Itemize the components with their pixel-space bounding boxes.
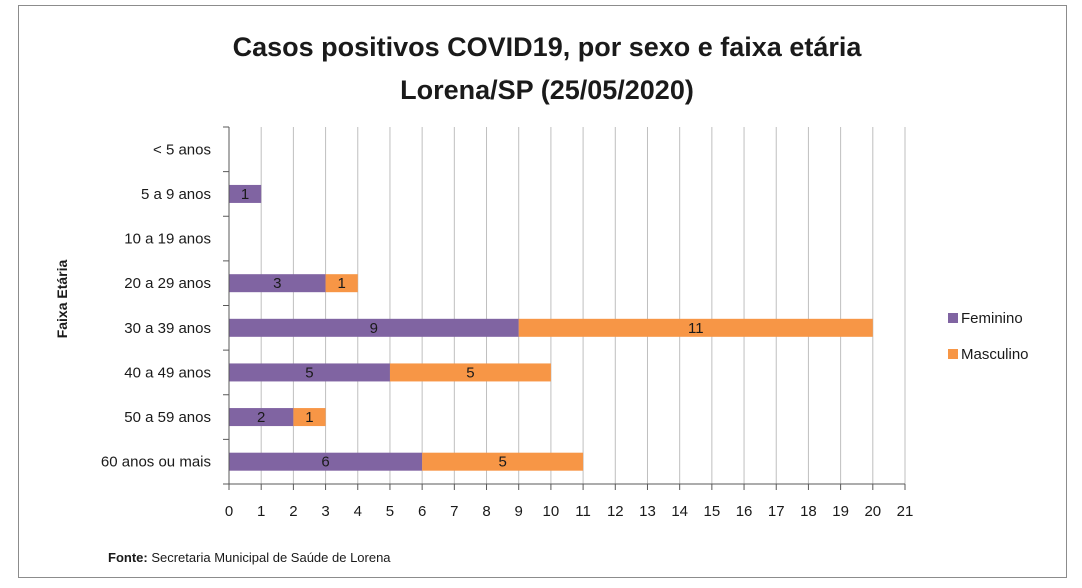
bar-masculino-5 [389,363,551,382]
bar-masculino-6 [293,408,326,427]
x-tick-label-20: 20 [864,503,881,520]
category-label-6: 50 a 59 anos [124,409,211,426]
chart-frame [18,5,1067,578]
x-tick-label-18: 18 [800,503,817,520]
x-tick-label-14: 14 [671,503,688,520]
category-label-1: 5 a 9 anos [141,186,211,203]
bar-feminino-5 [229,363,390,382]
bar-feminino-4 [229,318,519,337]
category-label-3: 20 a 29 anos [124,275,211,292]
legend-label-masculino: Masculino [961,346,1029,363]
category-label-7: 60 anos ou mais [101,454,211,471]
data-label-masculino-7: 5 [498,454,506,471]
data-label-feminino-3: 3 [273,275,281,292]
data-label-masculino-4: 11 [688,320,704,337]
x-tick-label-19: 19 [832,503,849,520]
data-label-feminino-6: 2 [257,409,265,426]
x-tick-label-10: 10 [543,503,560,520]
x-tick-label-8: 8 [482,503,490,520]
category-label-4: 30 a 39 anos [124,320,211,337]
data-label-feminino-7: 6 [321,454,329,471]
x-tick-label-15: 15 [704,503,721,520]
data-label-feminino-5: 5 [305,364,313,381]
x-tick-label-21: 21 [897,503,914,520]
x-tick-label-5: 5 [386,503,394,520]
x-tick-label-12: 12 [607,503,624,520]
source-note: Fonte: Secretaria Municipal de Saúde de … [108,550,391,565]
chart-title-line-1: Casos positivos COVID19, por sexo e faix… [233,32,863,62]
source-text: Secretaria Municipal de Saúde de Lorena [148,550,392,565]
category-label-5: 40 a 49 anos [124,364,211,381]
source-label: Fonte: [108,550,148,565]
x-tick-label-1: 1 [257,503,265,520]
data-label-masculino-6: 1 [305,409,313,426]
bar-feminino-1 [229,184,262,203]
x-tick-label-0: 0 [225,503,233,520]
chart-title: Casos positivos COVID19, por sexo e faix… [233,32,863,105]
legend-swatch-masculino [948,349,958,359]
data-label-masculino-5: 5 [466,364,474,381]
bar-masculino-4 [518,318,873,337]
x-tick-label-11: 11 [575,503,591,520]
data-label-masculino-3: 1 [337,275,345,292]
bar-feminino-6 [229,408,294,427]
data-label-feminino-4: 9 [370,320,378,337]
grid-lines [260,127,906,484]
bars [229,184,873,471]
x-tick-label-16: 16 [736,503,753,520]
x-tick-label-4: 4 [354,503,362,520]
legend: Feminino Masculino [948,310,1029,363]
x-tick-label-17: 17 [768,503,785,520]
x-tick-label-2: 2 [289,503,297,520]
bar-feminino-3 [229,274,326,293]
category-label-2: 10 a 19 anos [124,231,211,248]
bar-masculino-3 [325,274,358,293]
data-label-feminino-1: 1 [241,186,249,203]
x-tick-label-7: 7 [450,503,458,520]
chart-title-line-2: Lorena/SP (25/05/2020) [400,75,694,105]
x-tick-label-13: 13 [639,503,656,520]
y-axis-title: Faixa Etária [54,259,70,338]
x-tick-label-9: 9 [515,503,523,520]
x-tick-label-3: 3 [321,503,329,520]
data-labels: 1 3 1 9 11 5 5 2 1 6 5 [241,186,704,471]
bar-feminino-7 [229,452,423,471]
legend-swatch-feminino [948,313,958,323]
bar-masculino-7 [422,452,584,471]
x-tick-label-6: 6 [418,503,426,520]
category-labels: < 5 anos 5 a 9 anos 10 a 19 anos 20 a 29 an… [101,141,211,470]
axes [223,126,906,490]
legend-label-feminino: Feminino [961,310,1023,327]
category-label-0: < 5 anos [153,141,211,158]
x-tick-labels: 0 1 2 3 4 5 6 7 8 9 10 11 12 13 14 15 16 17 18 19 20 21 [225,503,914,520]
